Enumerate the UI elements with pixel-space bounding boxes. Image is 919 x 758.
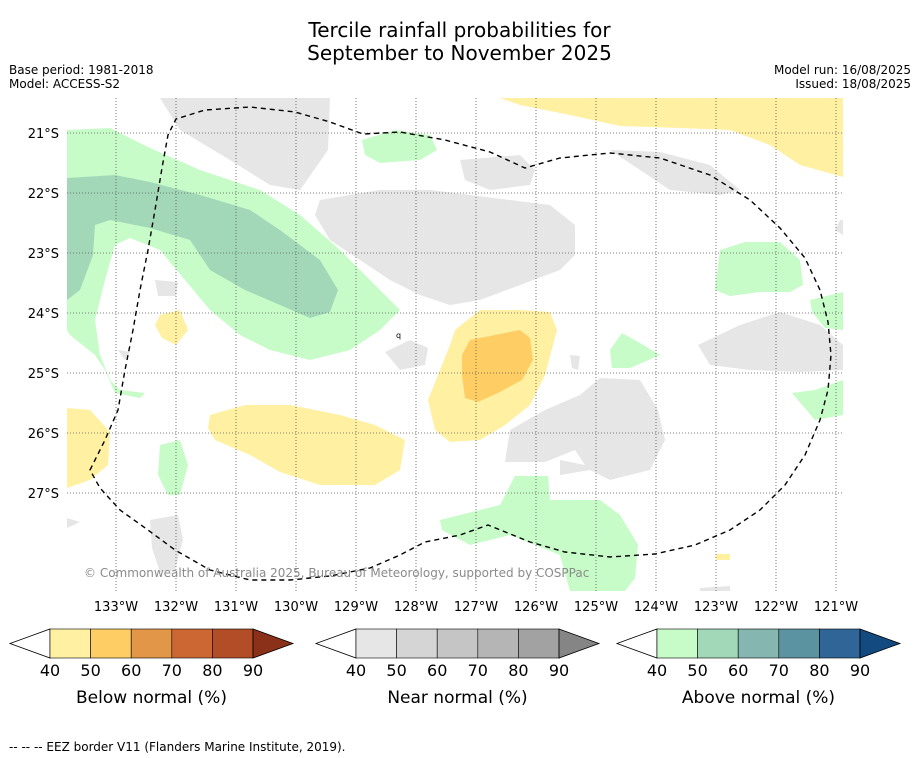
colorbar-extend-high (859, 628, 902, 659)
colorbar-segment (819, 628, 861, 659)
colorbar-title: Near normal (%) (387, 688, 527, 708)
lon-label: 121°W (814, 600, 858, 615)
colorbar-segment (212, 628, 254, 659)
below-normal-colorbar: 40 50 60 70 80 90 Below normal (%) (8, 628, 295, 708)
colorbar-tick: 70 (769, 661, 789, 680)
colorbar-segment (171, 628, 213, 659)
colorbar-extend-low (8, 628, 51, 659)
above-normal-50-60 (67, 175, 338, 318)
colorbar-tick: 90 (243, 661, 263, 680)
colorbar-tick: 80 (202, 661, 222, 680)
title-line-1: Tercile rainfall probabilities for (308, 18, 611, 42)
lon-label: 122°W (754, 600, 798, 615)
lon-label: 128°W (394, 600, 438, 615)
colorbar-segment (355, 628, 397, 659)
colorbar-tick: 60 (728, 661, 748, 680)
lon-label: 124°W (634, 600, 678, 615)
near-normal-regions (67, 98, 843, 591)
lat-label: 26°S (28, 427, 59, 442)
lat-label: 24°S (28, 307, 59, 322)
colorbar-tick: 90 (850, 661, 870, 680)
colorbar-segment (436, 628, 479, 659)
latitude-labels: 21°S 22°S 23°S 24°S 25°S 26°S 27°S (28, 127, 59, 502)
colorbar-extend-high (252, 628, 295, 659)
colorbar-title: Above normal (%) (682, 688, 835, 708)
lat-label: 23°S (28, 247, 59, 262)
colorbar-title: Below normal (%) (76, 688, 227, 708)
title-line-2: September to November 2025 (307, 41, 612, 65)
lon-label: 133°W (94, 600, 138, 615)
above-normal-colorbar: 40 50 60 70 80 90 Above normal (%) (615, 628, 902, 708)
colorbar-segment (697, 628, 739, 659)
colorbar-segment (477, 628, 519, 659)
colorbar-extend-low (615, 628, 658, 659)
lon-label: 126°W (514, 600, 558, 615)
colorbar-tick: 50 (80, 661, 100, 680)
colorbar-extend-high (558, 628, 601, 659)
copyright-notice: © Commonwealth of Australia 2025, Bureau… (84, 566, 589, 580)
colorbar-segment (737, 628, 780, 659)
lon-label: 123°W (694, 600, 738, 615)
meta-right: Model run: 16/08/2025 Issued: 18/08/2025 (774, 63, 911, 91)
lon-label: 127°W (454, 600, 498, 615)
model-name: Model: ACCESS-S2 (9, 77, 121, 91)
graticule (67, 98, 843, 591)
issued-date: Issued: 18/08/2025 (795, 77, 911, 91)
colorbar-segment (656, 628, 698, 659)
lat-label: 22°S (28, 187, 59, 202)
lon-label: 129°W (334, 600, 378, 615)
colorbar-segment (130, 628, 173, 659)
colorbar-segment (49, 628, 91, 659)
map-area: q © Commonwealth of Australia 2025, Bure… (67, 98, 843, 591)
marker-q: q (396, 331, 401, 340)
colorbar-segment (778, 628, 820, 659)
colorbar-tick: 90 (549, 661, 569, 680)
colorbar-segment (396, 628, 438, 659)
lat-label: 21°S (28, 127, 59, 142)
meta-left: Base period: 1981-2018 Model: ACCESS-S2 (9, 63, 154, 91)
colorbar-extend-low (314, 628, 357, 659)
base-period: Base period: 1981-2018 (9, 63, 154, 77)
colorbar-tick: 50 (386, 661, 406, 680)
lat-label: 25°S (28, 367, 59, 382)
near-normal-colorbar: 40 50 60 70 80 90 Near normal (%) (314, 628, 601, 708)
source-note: -- -- -- EEZ border V11 (Flanders Marine… (9, 740, 346, 754)
below-normal-50-60 (462, 330, 533, 402)
lon-label: 125°W (574, 600, 618, 615)
longitude-labels: 133°W 132°W 131°W 130°W 129°W 128°W 127°W 126°W… (94, 600, 858, 615)
colorbar-tick: 60 (427, 661, 447, 680)
colorbars: 40 50 60 70 80 90 Below normal (%) 40 50 60 70 80 90… (8, 628, 902, 708)
colorbar-tick: 70 (468, 661, 488, 680)
eez-border (89, 106, 832, 581)
lat-label: 27°S (28, 487, 59, 502)
colorbar-tick: 80 (508, 661, 528, 680)
map-title: Tercile rainfall probabilities for Septe… (0, 19, 919, 65)
colorbar-tick: 40 (647, 661, 667, 680)
lon-label: 130°W (274, 600, 318, 615)
lon-label: 131°W (214, 600, 258, 615)
colorbar-segment (518, 628, 560, 659)
colorbar-tick: 60 (121, 661, 141, 680)
colorbar-tick: 70 (162, 661, 182, 680)
model-run: Model run: 16/08/2025 (773, 63, 911, 77)
colorbar-tick: 40 (40, 661, 60, 680)
colorbar-tick: 40 (346, 661, 366, 680)
colorbar-segment (90, 628, 132, 659)
colorbar-tick: 50 (687, 661, 707, 680)
colorbar-tick: 80 (809, 661, 829, 680)
lon-label: 132°W (154, 600, 198, 615)
